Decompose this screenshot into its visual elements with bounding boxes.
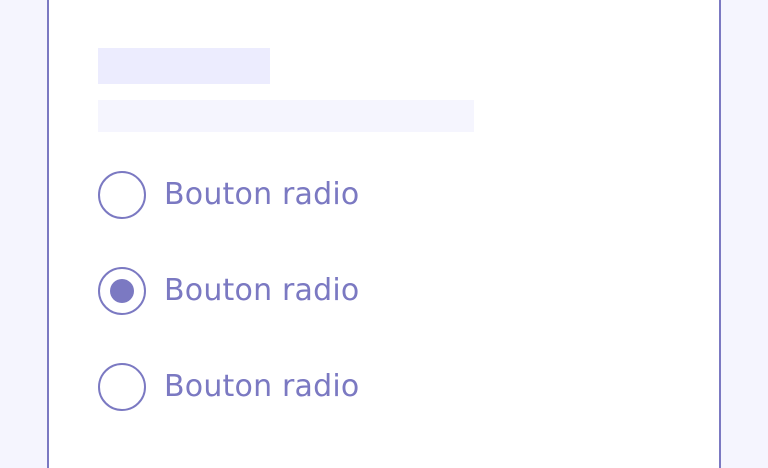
radio-option-3[interactable]: Bouton radio [98,363,359,411]
radio-button-checked-icon[interactable] [98,267,146,315]
radio-option-2[interactable]: Bouton radio [98,267,359,315]
title-placeholder [98,48,270,84]
subtitle-placeholder [98,100,474,132]
radio-selected-dot-icon [110,279,134,303]
radio-option-1[interactable]: Bouton radio [98,171,359,219]
radio-button-unchecked-icon[interactable] [98,171,146,219]
radio-button-unchecked-icon[interactable] [98,363,146,411]
form-card: Bouton radio Bouton radio Bouton radio [47,0,721,468]
radio-option-label: Bouton radio [164,177,360,212]
radio-option-label: Bouton radio [164,369,360,404]
radio-option-label: Bouton radio [164,273,360,308]
radio-group: Bouton radio Bouton radio Bouton radio [98,0,698,458]
